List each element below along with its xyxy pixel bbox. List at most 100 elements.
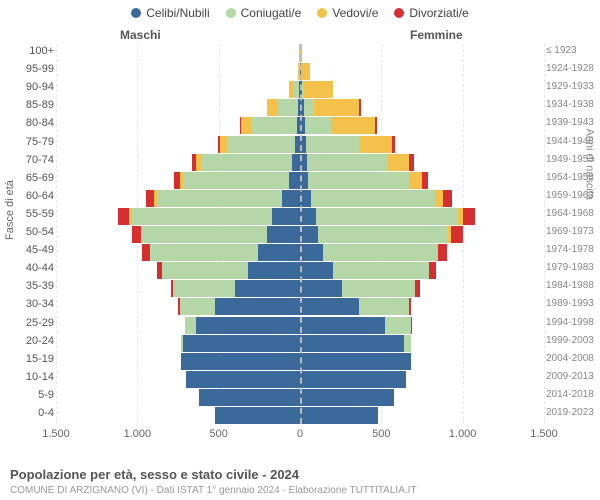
female-bar xyxy=(300,44,544,62)
seg-single xyxy=(300,244,323,261)
chart-subtitle: COMUNE DI ARZIGNANO (VI) - Dati ISTAT 1°… xyxy=(10,485,417,496)
seg-widowed xyxy=(435,190,443,207)
seg-single xyxy=(196,317,300,334)
seg-single xyxy=(282,190,300,207)
age-label: 40-44 xyxy=(0,263,54,274)
seg-married xyxy=(142,226,267,243)
seg-single xyxy=(300,407,378,424)
female-bar xyxy=(300,99,544,116)
male-bar xyxy=(56,190,300,207)
birth-year-label: 1939-1943 xyxy=(546,118,600,128)
seg-married xyxy=(251,117,297,134)
male-bar xyxy=(56,172,300,189)
seg-single xyxy=(300,335,404,352)
seg-single xyxy=(235,280,300,297)
seg-single xyxy=(215,407,300,424)
male-bar xyxy=(56,335,300,352)
seg-married xyxy=(180,298,216,315)
birth-year-label: 1979-1983 xyxy=(546,263,600,273)
seg-married xyxy=(185,317,196,334)
male-bar xyxy=(56,389,300,406)
female-bar xyxy=(300,407,544,424)
header-female: Femmine xyxy=(410,28,463,42)
legend-item: Coniugati/e xyxy=(226,6,302,20)
seg-married xyxy=(323,244,437,261)
legend-item: Divorziati/e xyxy=(394,6,468,20)
seg-married xyxy=(306,136,360,153)
age-label: 70-74 xyxy=(0,155,54,166)
seg-divorced xyxy=(392,136,395,153)
seg-single xyxy=(199,389,300,406)
seg-single xyxy=(300,208,316,225)
x-tick-label: 1.000 xyxy=(124,428,152,440)
x-tick-label: 1.500 xyxy=(42,428,70,440)
x-tick-label: 500 xyxy=(209,428,227,440)
age-label: 50-54 xyxy=(0,227,54,238)
age-label: 55-59 xyxy=(0,209,54,220)
birth-year-label: 1954-1958 xyxy=(546,173,600,183)
birth-year-label: 1929-1933 xyxy=(546,82,600,92)
seg-widowed xyxy=(267,99,277,116)
seg-married xyxy=(183,172,289,189)
legend-swatch xyxy=(131,8,141,18)
seg-single xyxy=(300,371,406,388)
age-label: 65-69 xyxy=(0,173,54,184)
male-bar xyxy=(56,99,300,116)
female-bar xyxy=(300,353,544,370)
seg-single xyxy=(183,335,300,352)
seg-married xyxy=(227,136,295,153)
seg-single xyxy=(300,226,318,243)
chart-title: Popolazione per età, sesso e stato civil… xyxy=(10,467,299,482)
seg-divorced xyxy=(409,154,414,171)
age-label: 20-24 xyxy=(0,336,54,347)
seg-divorced xyxy=(463,208,475,225)
seg-married xyxy=(304,99,314,116)
seg-divorced xyxy=(451,226,462,243)
x-tick-label: 0 xyxy=(297,428,303,440)
seg-married xyxy=(277,99,298,116)
legend-label: Celibi/Nubili xyxy=(146,6,209,20)
age-labels: 100+95-9990-9485-8980-8475-7970-7465-696… xyxy=(0,44,54,444)
seg-married xyxy=(131,208,273,225)
seg-single xyxy=(181,353,300,370)
population-pyramid-chart: Celibi/NubiliConiugati/eVedovi/eDivorzia… xyxy=(0,0,600,500)
seg-divorced xyxy=(422,172,429,189)
seg-single xyxy=(267,226,300,243)
seg-single xyxy=(215,298,300,315)
seg-married xyxy=(318,226,448,243)
seg-married xyxy=(385,317,411,334)
male-bar xyxy=(56,117,300,134)
seg-single xyxy=(186,371,300,388)
seg-married xyxy=(150,244,257,261)
female-bar xyxy=(300,371,544,388)
male-bar xyxy=(56,44,300,62)
birth-year-label: 1959-1963 xyxy=(546,191,600,201)
male-bar xyxy=(56,244,300,261)
birth-year-label: 1964-1968 xyxy=(546,209,600,219)
female-bar xyxy=(300,226,544,243)
seg-single xyxy=(272,208,300,225)
header-male: Maschi xyxy=(120,28,161,42)
seg-widowed xyxy=(241,117,251,134)
female-bar xyxy=(300,317,544,334)
seg-married xyxy=(359,298,409,315)
age-label: 90-94 xyxy=(0,82,54,93)
seg-divorced xyxy=(415,280,419,297)
legend-swatch xyxy=(394,8,404,18)
female-bar xyxy=(300,389,544,406)
age-label: 10-14 xyxy=(0,372,54,383)
seg-divorced xyxy=(359,99,361,116)
birth-year-label: 1984-1988 xyxy=(546,281,600,291)
seg-married xyxy=(404,335,411,352)
female-bar xyxy=(300,190,544,207)
seg-divorced xyxy=(118,208,129,225)
birth-year-label: 1999-2003 xyxy=(546,336,600,346)
male-bar xyxy=(56,154,300,171)
male-bar xyxy=(56,298,300,315)
age-label: 85-89 xyxy=(0,100,54,111)
legend: Celibi/NubiliConiugati/eVedovi/eDivorzia… xyxy=(0,0,600,20)
seg-divorced xyxy=(429,262,436,279)
seg-widowed xyxy=(409,172,422,189)
age-label: 5-9 xyxy=(0,390,54,401)
seg-married xyxy=(308,172,409,189)
